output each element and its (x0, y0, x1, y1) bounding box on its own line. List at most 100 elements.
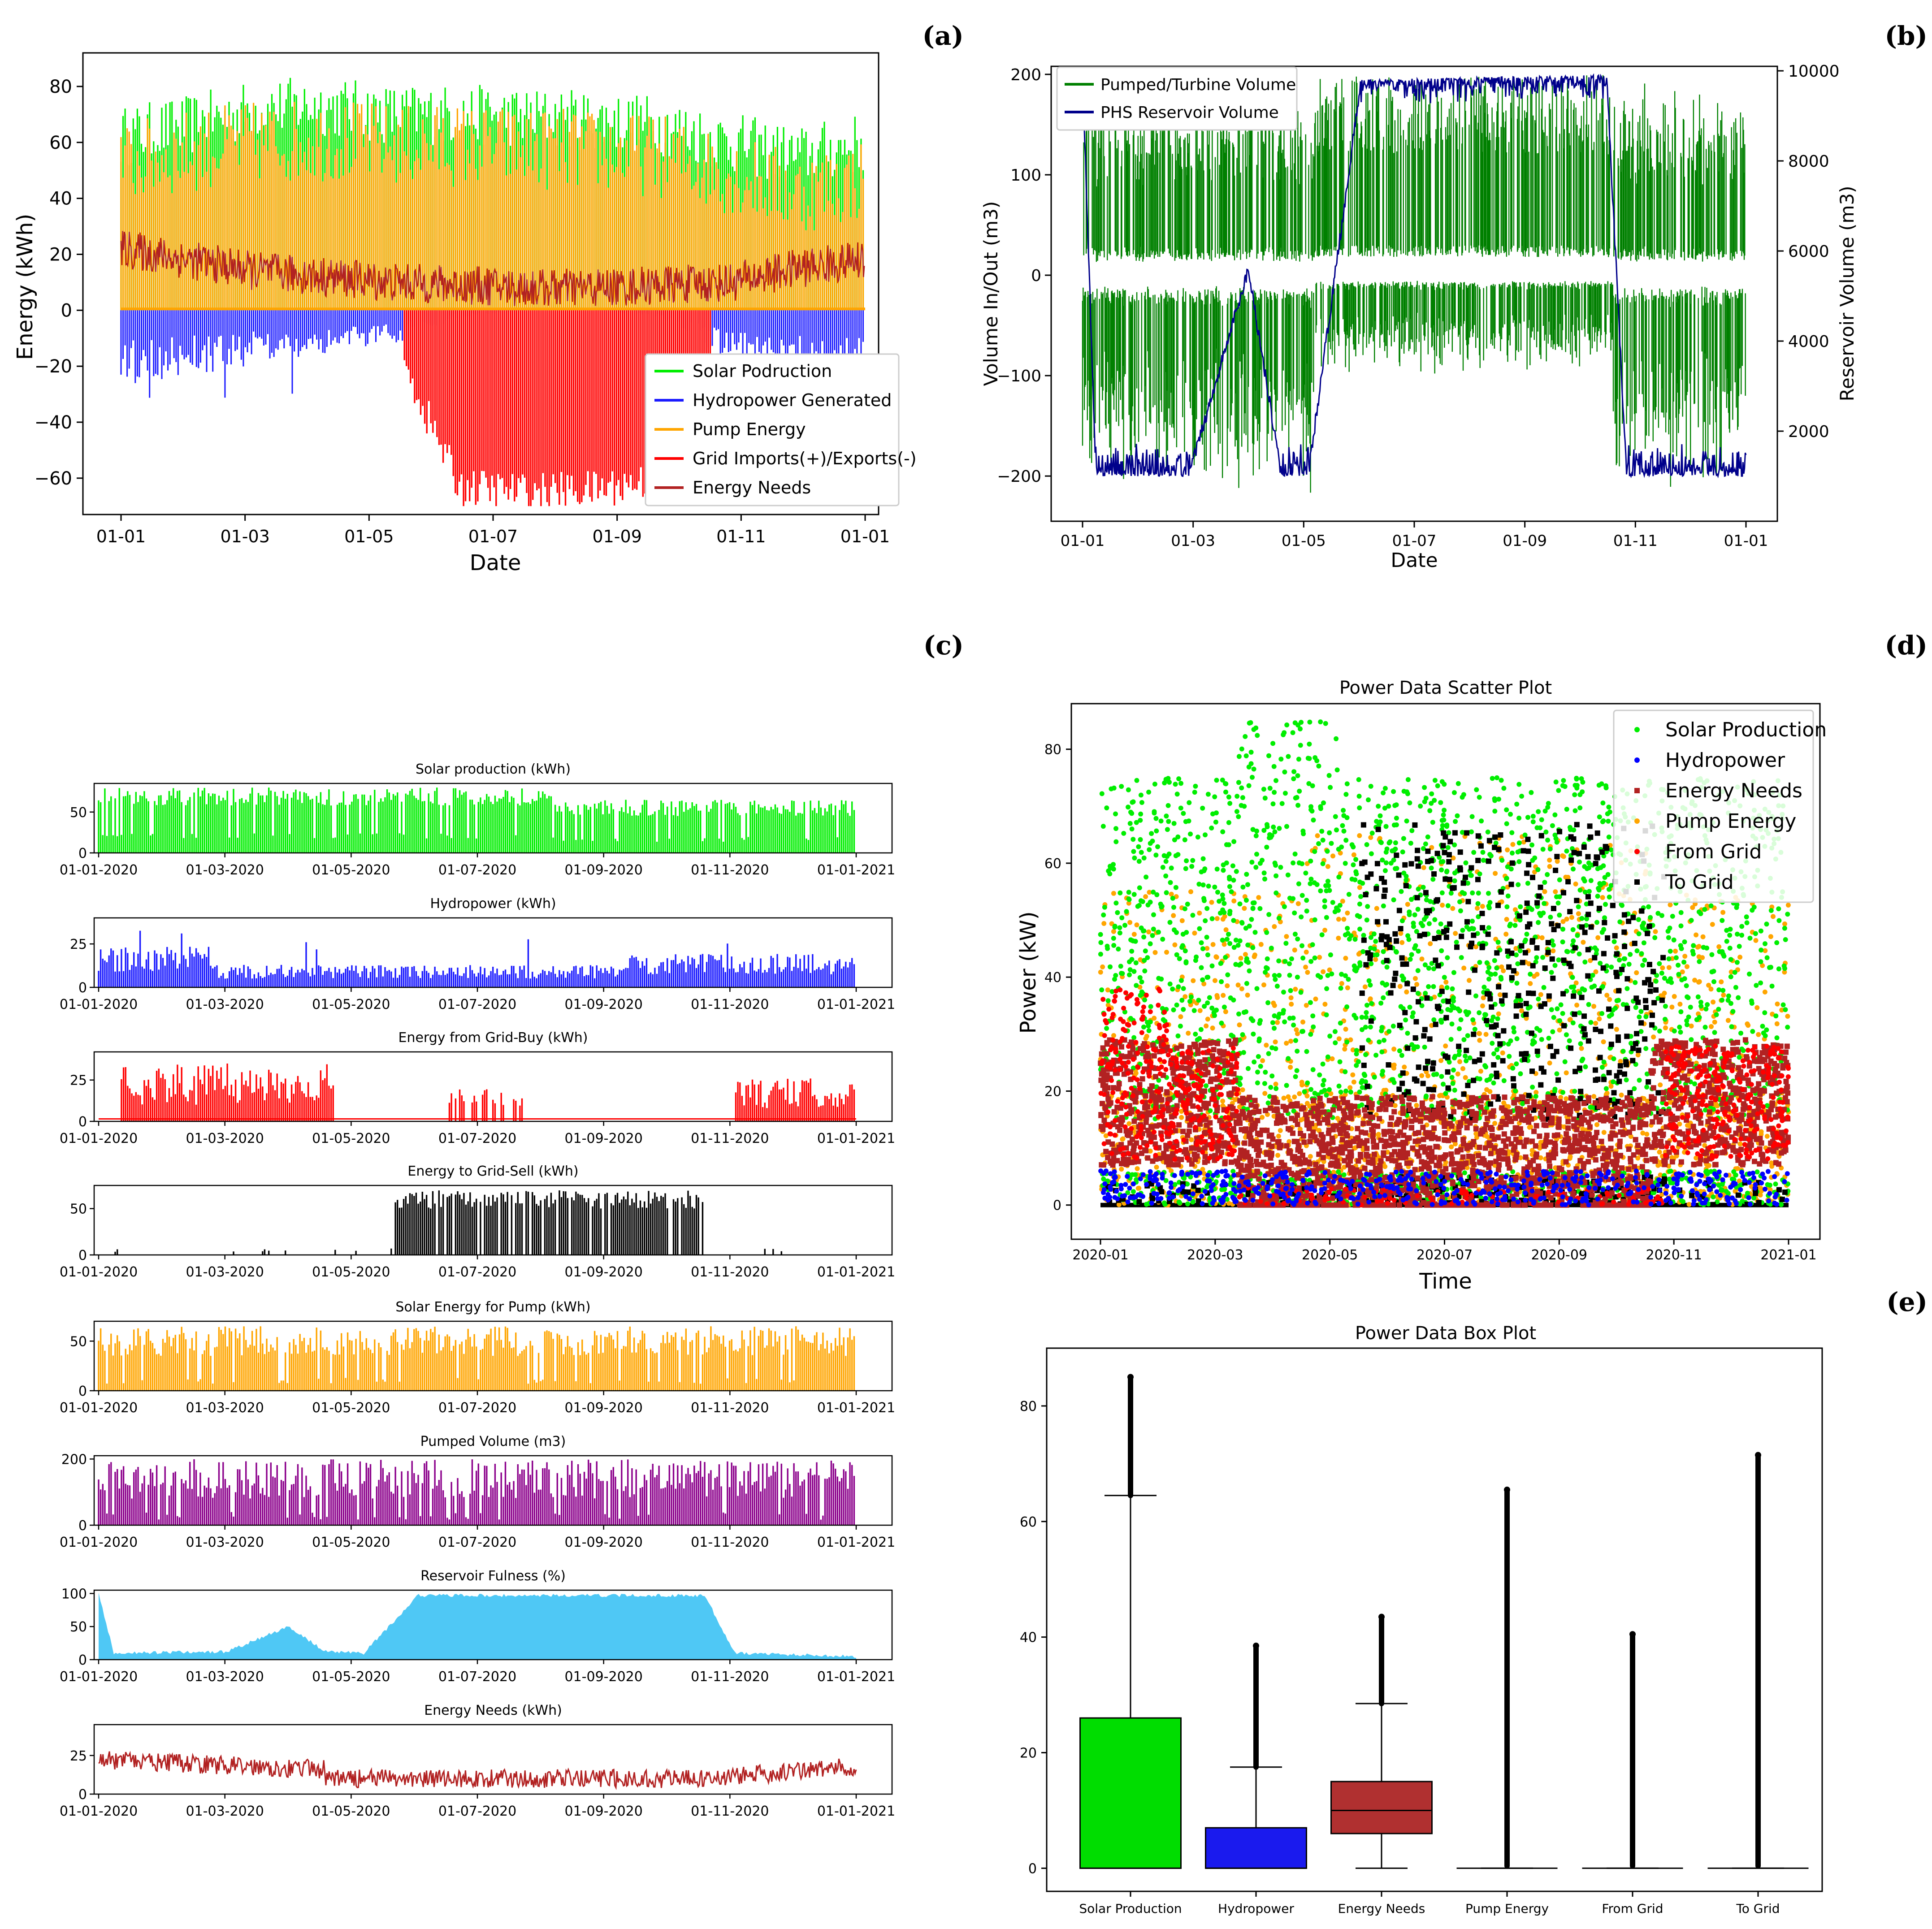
y-tick-label: 25 (70, 1073, 87, 1089)
box-flier-max (1253, 1643, 1259, 1649)
legend-marker (1634, 849, 1640, 854)
x-tick-label: 01-01-2020 (60, 1669, 138, 1685)
x-tick-label: 01-01-2020 (60, 1804, 138, 1819)
y-tick-label: 80 (1044, 742, 1061, 758)
subplot-title: Pumped Volume (m3) (420, 1434, 566, 1449)
y-tick-label: 80 (49, 77, 72, 97)
x-tick-label: 01-09-2020 (564, 1400, 642, 1416)
x-tick-label: 01-01-2020 (60, 862, 138, 878)
x-tick-label: 01-01 (96, 527, 146, 546)
series-phs-reservoir-volume (1082, 73, 1747, 479)
y-tick-label-right: 4000 (1788, 333, 1829, 351)
subplot-title: Energy from Grid-Buy (kWh) (399, 1030, 588, 1046)
x-tick-label: 01-05-2020 (312, 1535, 390, 1550)
subplot-axes (93, 783, 893, 854)
x-tick-label: 01-09-2020 (564, 1264, 642, 1280)
box-pump-energy (1456, 1486, 1558, 1869)
y-tick-label: 60 (1020, 1514, 1037, 1530)
panel-e-title: Power Data Box Plot (1355, 1323, 1536, 1344)
box-body (1205, 1827, 1307, 1869)
y-tick-label: −200 (997, 467, 1041, 486)
x-tick-label: 01-09-2020 (564, 997, 642, 1012)
panel-c-subplot: Reservoir Fulness (%) 0 50 100 01-01-2020 01-… (60, 1568, 895, 1685)
y-tick-label: 100 (61, 1586, 87, 1602)
x-tick-label: 01-11-2020 (691, 1400, 769, 1416)
y-tick-label: 100 (1010, 166, 1041, 185)
panel-d-y-ticks: 0 20 40 60 80 (1044, 742, 1071, 1214)
box-flier-max (1127, 1374, 1134, 1380)
y-tick-label: 200 (1010, 66, 1041, 84)
x-tick-label: 01-03-2020 (186, 1535, 264, 1550)
x-tick-label: 01-03-2020 (186, 1131, 264, 1146)
panel-d-title: Power Data Scatter Plot (1339, 678, 1552, 698)
subplot-axes (93, 1320, 893, 1392)
subplot-title: Reservoir Fulness (%) (420, 1568, 566, 1584)
x-tick-label: 01-11-2020 (691, 862, 769, 878)
panel-c-subplot: Energy from Grid-Buy (kWh) 0 25 01-01-2020 0… (60, 1030, 895, 1146)
panel-e-y-ticks: 0 20 40 60 80 (1020, 1399, 1047, 1877)
y-tick-label: 0 (78, 846, 87, 861)
x-tick-label: 01-07-2020 (438, 1535, 516, 1550)
x-tick-label: 01-01-2021 (817, 1131, 895, 1146)
panel-a-series (120, 78, 865, 506)
series-energy-needs (1098, 1037, 1791, 1208)
box-solar-production (1079, 1374, 1182, 1869)
x-tick-label: From Grid (1602, 1901, 1663, 1916)
subplot-axes (93, 1051, 893, 1122)
panel-b-right-y-ticks: 2000 4000 6000 8000 10000 (1777, 62, 1840, 441)
legend-label: Hydropower Generated (693, 390, 892, 410)
panel-d-series (1098, 719, 1791, 1208)
panel-e-series (1079, 1374, 1809, 1869)
panel-b: (b) −200 −100 0 100 200 2000 4000 6000 8000 1000… (980, 21, 1928, 572)
box-hydropower (1205, 1643, 1307, 1869)
subplot-bars (98, 1326, 855, 1391)
x-tick-label: 01-01-2020 (60, 1131, 138, 1146)
series-hydropower (1098, 1168, 1790, 1207)
panel-a-axes (82, 52, 879, 515)
x-tick-label: 01-11-2020 (691, 1669, 769, 1685)
x-tick-label: 01-11-2020 (691, 1804, 769, 1819)
subplot-axes (93, 917, 893, 988)
x-tick-label: 01-05-2020 (312, 997, 390, 1012)
series-pump-energy (120, 102, 864, 311)
x-tick-label: Hydropower (1218, 1901, 1294, 1916)
panel-letter-c: (c) (923, 630, 964, 661)
legend-label: Hydropower (1665, 749, 1785, 772)
legend-label: Pump Energy (693, 420, 806, 439)
y-tick-label: 25 (70, 937, 87, 952)
x-tick-label: 2020-09 (1531, 1247, 1587, 1263)
series-energy-needs (120, 231, 865, 306)
panel-c-subplot: Solar production (kWh) 0 50 01-01-2020 01-03… (60, 761, 895, 878)
subplot-title: Energy to Grid-Sell (kWh) (407, 1163, 578, 1179)
legend-label: Solar Production (1665, 718, 1827, 741)
panel-b-series (1082, 73, 1747, 493)
x-tick-label: 01-05-2020 (312, 1264, 390, 1280)
panel-c-subplots: Solar production (kWh) 0 50 01-01-2020 01-03… (60, 761, 895, 1819)
y-tick-label: 0 (78, 1114, 87, 1130)
subplot-line (98, 1751, 857, 1791)
x-tick-label: 01-09 (592, 527, 641, 546)
x-tick-label: 01-01-2021 (817, 1264, 895, 1280)
x-tick-label: 01-09-2020 (564, 862, 642, 878)
x-tick-label: 01-01-2021 (817, 1669, 895, 1685)
box-energy-needs (1330, 1613, 1433, 1869)
x-tick-label: Solar Production (1079, 1901, 1182, 1916)
panel-b-ylabel-right: Reservoir Volume (m3) (1836, 186, 1858, 402)
y-tick-label: 0 (1053, 1198, 1061, 1214)
panel-letter-e: (e) (1886, 1287, 1928, 1317)
y-tick-label: 40 (49, 189, 72, 209)
x-tick-label: Pump Energy (1465, 1901, 1549, 1916)
y-tick-label: 20 (49, 244, 72, 265)
legend-marker (1634, 757, 1640, 763)
y-tick-label: 60 (49, 133, 72, 153)
y-tick-label: 0 (78, 1248, 87, 1263)
box-flier-max (1629, 1631, 1636, 1638)
panel-letter-d: (d) (1885, 630, 1928, 661)
subplot-area (99, 1592, 856, 1660)
y-tick-label: 0 (78, 1384, 87, 1399)
subplot-bars (98, 930, 855, 987)
x-tick-label: 01-07-2020 (438, 1264, 516, 1280)
subplot-bars (98, 1190, 855, 1255)
